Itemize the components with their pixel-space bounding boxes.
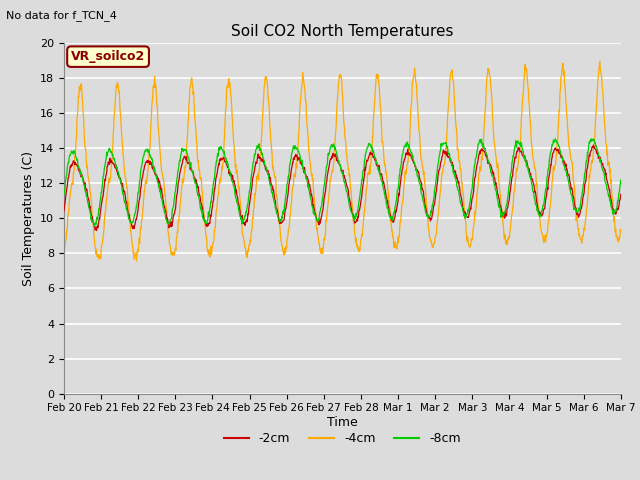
Legend: -2cm, -4cm, -8cm: -2cm, -4cm, -8cm bbox=[219, 427, 466, 450]
Text: VR_soilco2: VR_soilco2 bbox=[71, 50, 145, 63]
Y-axis label: Soil Temperatures (C): Soil Temperatures (C) bbox=[22, 151, 35, 286]
Text: No data for f_TCN_4: No data for f_TCN_4 bbox=[6, 10, 117, 21]
X-axis label: Time: Time bbox=[327, 416, 358, 429]
Title: Soil CO2 North Temperatures: Soil CO2 North Temperatures bbox=[231, 24, 454, 39]
